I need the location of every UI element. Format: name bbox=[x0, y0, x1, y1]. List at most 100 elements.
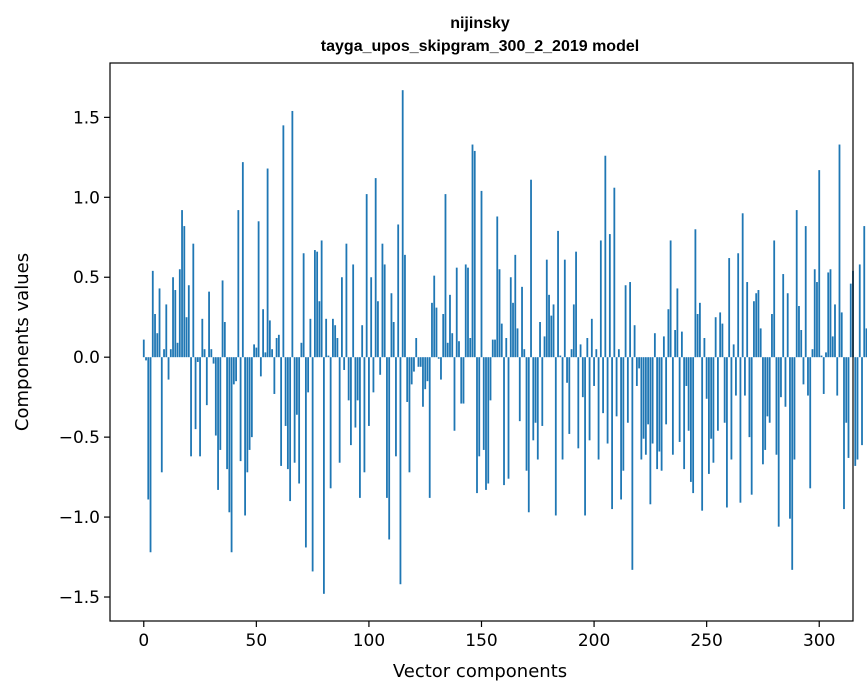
bar bbox=[298, 357, 301, 484]
bar bbox=[807, 357, 809, 396]
bar bbox=[723, 357, 726, 423]
bar bbox=[451, 333, 454, 358]
bar bbox=[392, 322, 395, 358]
bar bbox=[568, 357, 571, 434]
bar bbox=[683, 357, 686, 470]
bar bbox=[455, 267, 458, 358]
bar bbox=[264, 352, 267, 358]
bar bbox=[572, 304, 575, 358]
bar bbox=[406, 357, 409, 402]
bar bbox=[237, 210, 240, 358]
bar bbox=[845, 357, 848, 423]
bar bbox=[816, 282, 818, 358]
bar bbox=[798, 306, 800, 358]
bar bbox=[658, 357, 661, 452]
bar bbox=[822, 357, 825, 394]
bar bbox=[696, 314, 699, 358]
bar bbox=[541, 357, 544, 426]
x-tick-label: 300 bbox=[803, 631, 835, 651]
bar bbox=[802, 357, 805, 385]
bar bbox=[644, 357, 647, 455]
bar bbox=[446, 342, 449, 358]
bar bbox=[759, 328, 762, 358]
bar bbox=[829, 269, 832, 358]
x-tick-label: 200 bbox=[578, 631, 610, 651]
bar bbox=[408, 357, 411, 473]
bar bbox=[534, 357, 537, 423]
bar bbox=[476, 357, 478, 494]
bar bbox=[282, 125, 285, 358]
bar bbox=[804, 226, 807, 358]
bar bbox=[347, 357, 350, 401]
bar bbox=[331, 318, 334, 358]
bar bbox=[268, 320, 271, 358]
chart-subtitle: tayga_upos_skipgram_300_2_2019 model bbox=[321, 38, 639, 55]
bar bbox=[865, 328, 867, 358]
x-tick-label: 150 bbox=[465, 631, 497, 651]
bar bbox=[489, 357, 492, 401]
bar bbox=[158, 288, 161, 358]
bar bbox=[316, 251, 319, 358]
bar bbox=[160, 357, 163, 473]
bar bbox=[764, 357, 767, 450]
bar bbox=[277, 334, 280, 358]
bar bbox=[608, 234, 611, 358]
bar bbox=[584, 357, 586, 516]
bar bbox=[253, 344, 255, 358]
bar bbox=[651, 357, 654, 444]
bar bbox=[496, 216, 499, 358]
y-tick-label: −1.0 bbox=[59, 508, 100, 528]
bar bbox=[737, 253, 740, 358]
bar bbox=[142, 339, 145, 358]
bar bbox=[244, 357, 246, 516]
bar bbox=[291, 110, 294, 358]
bar bbox=[302, 253, 305, 358]
bar bbox=[602, 357, 604, 414]
bar bbox=[611, 357, 613, 510]
bar bbox=[176, 342, 179, 358]
bar bbox=[199, 357, 201, 457]
bar bbox=[185, 317, 188, 358]
bar bbox=[595, 349, 598, 358]
bar bbox=[795, 210, 798, 358]
bar bbox=[190, 357, 192, 457]
bar bbox=[485, 357, 487, 490]
bar bbox=[295, 357, 298, 415]
bar bbox=[255, 347, 258, 358]
bar bbox=[239, 357, 242, 462]
y-tick-label: 0.0 bbox=[73, 348, 100, 368]
x-axis-label: Vector components bbox=[393, 661, 567, 682]
bar bbox=[343, 357, 346, 370]
bar bbox=[462, 357, 465, 404]
bar bbox=[543, 336, 546, 358]
bar bbox=[503, 357, 505, 486]
chart-title: nijinsky bbox=[450, 15, 510, 32]
bar bbox=[313, 250, 316, 358]
bar bbox=[721, 323, 724, 358]
bar bbox=[791, 357, 794, 570]
bar bbox=[548, 294, 550, 358]
bar bbox=[773, 240, 776, 358]
bar bbox=[424, 357, 427, 390]
bar bbox=[638, 357, 641, 369]
bar bbox=[397, 224, 400, 358]
bar bbox=[365, 194, 368, 358]
y-tick-label: −1.5 bbox=[59, 588, 100, 608]
bar bbox=[169, 349, 172, 358]
bar bbox=[825, 352, 827, 358]
bar bbox=[728, 258, 731, 358]
bar bbox=[685, 357, 688, 386]
bar bbox=[271, 349, 274, 358]
bar bbox=[196, 357, 199, 362]
bar bbox=[388, 357, 391, 540]
bar bbox=[527, 357, 530, 513]
bar bbox=[748, 357, 751, 438]
bar bbox=[275, 338, 278, 358]
bar bbox=[557, 230, 559, 358]
bar bbox=[192, 243, 195, 358]
bar bbox=[633, 325, 636, 358]
bar bbox=[577, 357, 580, 449]
bar bbox=[437, 357, 440, 359]
bar bbox=[626, 357, 629, 423]
bar bbox=[649, 357, 652, 505]
